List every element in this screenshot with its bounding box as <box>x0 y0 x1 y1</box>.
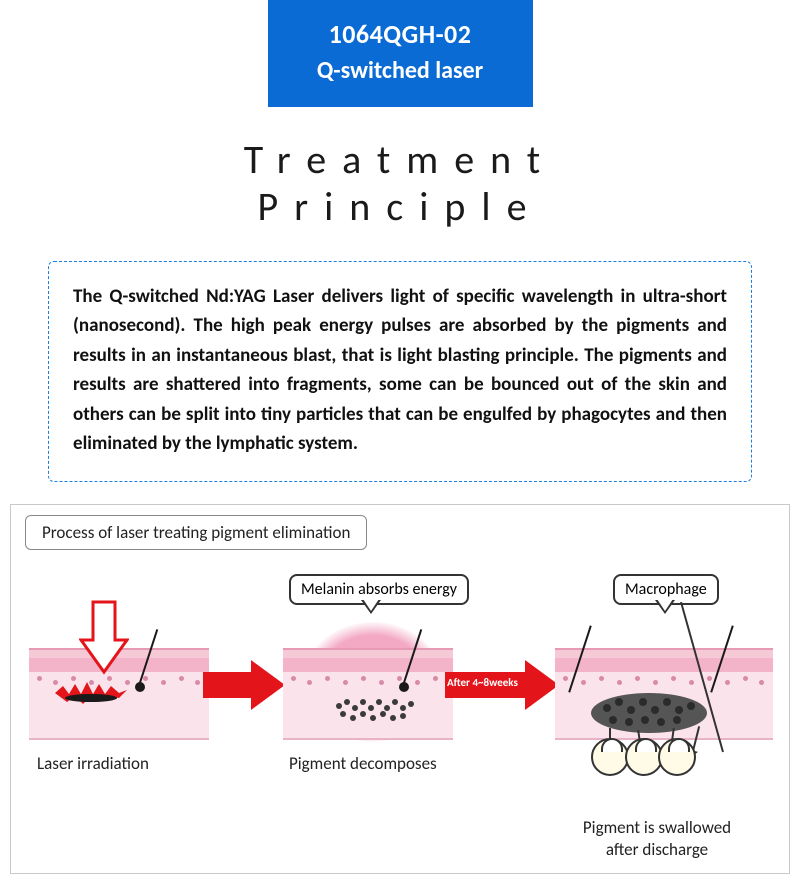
description-text: The Q-switched Nd:YAG Laser delivers lig… <box>73 282 727 459</box>
macrophage-callout-text: Macrophage <box>625 580 707 599</box>
page-title: Treatment Principle <box>0 135 800 231</box>
stage-1-skin <box>29 630 209 740</box>
laser-beam-icon <box>79 600 129 676</box>
callout-connector <box>675 602 745 762</box>
melanin-callout-text: Melanin absorbs energy <box>301 580 457 599</box>
stage-1-label: Laser irradiation <box>37 753 149 774</box>
arrow-2: After 4~8weeks <box>445 660 561 710</box>
product-badge: 1064QGH-02 Q-switched laser <box>268 0 533 107</box>
cell-icon <box>591 738 629 776</box>
description-box: The Q-switched Nd:YAG Laser delivers lig… <box>48 261 752 482</box>
stage-2-skin: Melanin absorbs energy <box>283 630 453 740</box>
arrow-1 <box>203 660 287 710</box>
pigment-cluster-icon <box>331 696 419 724</box>
title-line-1: Treatment <box>0 135 800 184</box>
model-number: 1064QGH-02 <box>268 18 533 50</box>
stage-3-label: Pigment is swallowed after discharge <box>567 817 747 861</box>
stage-2-label: Pigment decomposes <box>289 753 437 774</box>
title-line-2: Principle <box>0 182 800 231</box>
product-subtitle: Q-switched laser <box>268 56 533 85</box>
cell-icon <box>625 738 663 776</box>
arrow-2-label: After 4~8weeks <box>447 676 518 689</box>
stage-3-skin: Macrophage <box>555 630 773 740</box>
diagram-title: Process of laser treating pigment elimin… <box>25 515 367 550</box>
impact-splash-icon <box>55 682 127 704</box>
process-diagram: Process of laser treating pigment elimin… <box>10 504 790 874</box>
